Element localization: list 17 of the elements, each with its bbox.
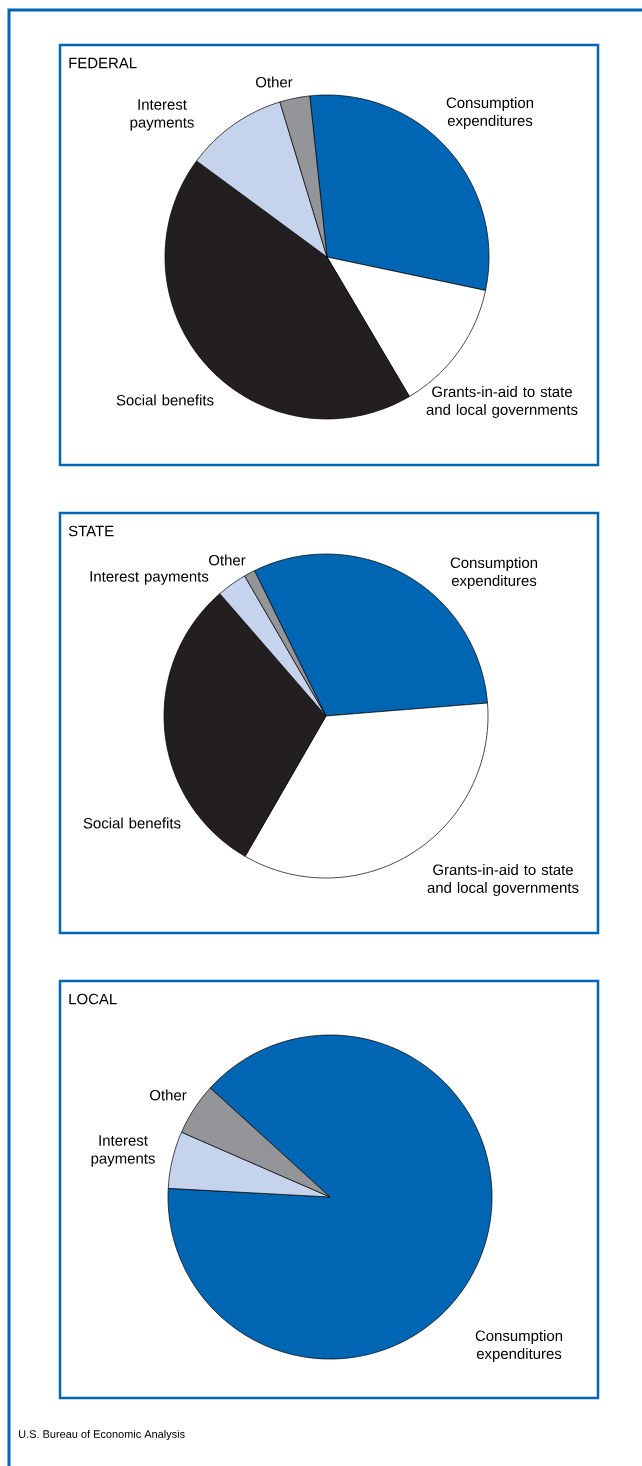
slice-label: Interest payments (90, 571, 209, 585)
slice-label: Other (256, 76, 293, 88)
slice-label: Consumption expenditures (450, 557, 538, 589)
slice-label: Other (209, 554, 246, 566)
slice-label: Consumption expenditures (475, 1330, 563, 1362)
slice-label: Social benefits (116, 394, 214, 406)
chart-title: STATE (68, 525, 114, 537)
chart-title: FEDERAL (69, 57, 137, 69)
slice-label: Grants-in-aid to state and local governments (426, 386, 578, 418)
slice-label: Other (150, 1089, 187, 1101)
slice-label: Interest payments (130, 99, 194, 131)
chart-title: LOCAL (69, 993, 117, 1005)
slice-label: Interest payments (91, 1135, 155, 1167)
slice-label: Social benefits (83, 817, 181, 829)
slice-label: Consumption expenditures (446, 97, 534, 129)
slice-label: Grants-in-aid to state and local governments (427, 864, 579, 896)
text: U.S. Bureau of Economic Analysis (19, 1429, 185, 1441)
